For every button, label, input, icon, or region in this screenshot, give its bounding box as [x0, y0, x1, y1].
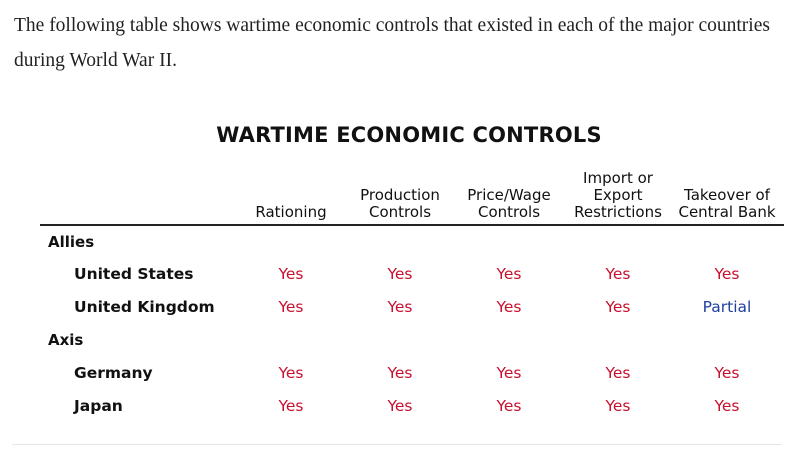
header-divider — [40, 224, 784, 226]
table-cell: Yes — [387, 265, 413, 283]
table-cell: Yes — [496, 265, 522, 283]
table-cell: Yes — [605, 298, 631, 316]
row-label-united-kingdom: United Kingdom — [74, 298, 215, 316]
table-cell: Yes — [714, 265, 740, 283]
bottom-divider — [12, 444, 782, 445]
table-cell-partial: Partial — [702, 298, 752, 316]
row-label-japan: Japan — [74, 397, 123, 415]
row-label-germany: Germany — [74, 364, 153, 382]
table-cell: Yes — [278, 298, 304, 316]
column-header-production-controls: Production Controls — [360, 186, 440, 221]
column-header-takeover-central-bank: Takeover of Central Bank — [678, 186, 776, 221]
table-cell: Yes — [714, 364, 740, 382]
group-label-allies: Allies — [48, 233, 95, 251]
table-cell: Yes — [496, 364, 522, 382]
table-cell: Yes — [714, 397, 740, 415]
column-header-price-wage-controls: Price/Wage Controls — [467, 186, 551, 221]
table-cell: Yes — [496, 397, 522, 415]
table-cell: Yes — [278, 397, 304, 415]
row-label-united-states: United States — [74, 265, 194, 283]
table-cell: Yes — [387, 397, 413, 415]
table-cell: Yes — [387, 298, 413, 316]
table-cell: Yes — [387, 364, 413, 382]
column-header-rationing: Rationing — [255, 203, 327, 221]
table-cell: Yes — [278, 364, 304, 382]
table-title: WARTIME ECONOMIC CONTROLS — [216, 123, 602, 147]
intro-paragraph: The following table shows wartime econom… — [14, 15, 770, 71]
table-cell: Yes — [605, 364, 631, 382]
table-cell: Yes — [605, 397, 631, 415]
table-cell: Yes — [278, 265, 304, 283]
table-cell: Yes — [496, 298, 522, 316]
group-label-axis: Axis — [48, 331, 84, 349]
column-header-import-export-restrictions: Import or Export Restrictions — [574, 169, 662, 221]
table-cell: Yes — [605, 265, 631, 283]
